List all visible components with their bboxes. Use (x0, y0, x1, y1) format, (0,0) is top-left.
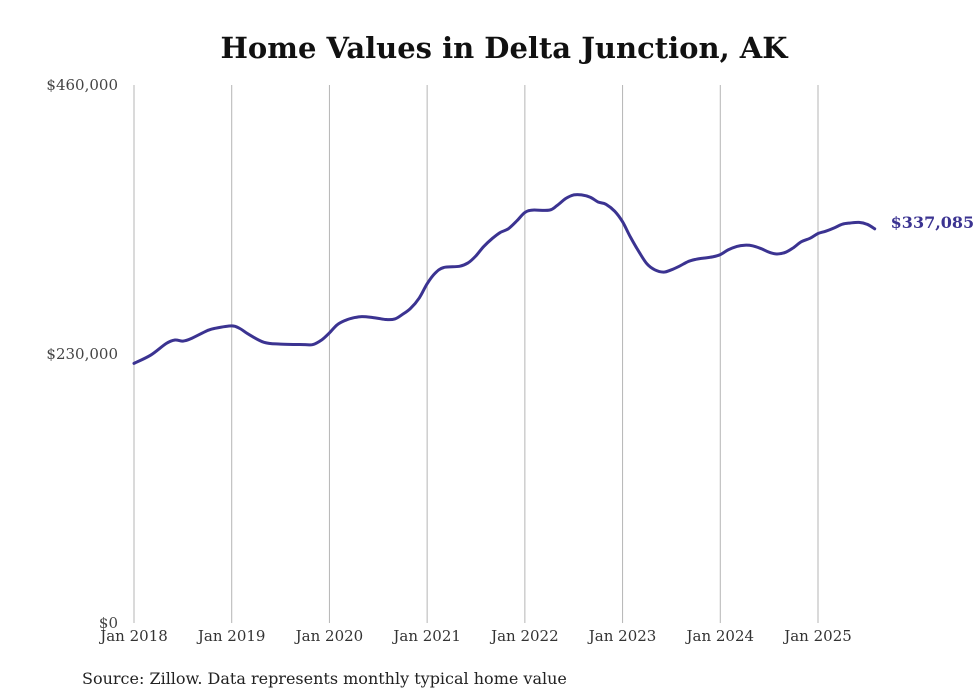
x-tick-label: Jan 2021 (391, 627, 461, 645)
x-axis-ticks: Jan 2018 Jan 2019 Jan 2020 Jan 2021 Jan 2022… (98, 627, 852, 645)
series-layer: $337,085 (132, 193, 975, 365)
y-tick-label: $460,000 (46, 76, 118, 94)
gridlines (133, 85, 819, 623)
x-tick-label: Jan 2019 (196, 627, 266, 645)
x-tick-label: Jan 2025 (782, 627, 852, 645)
x-tick-label: Jan 2024 (685, 627, 755, 645)
chart-title: Home Values in Delta Junction, AK (221, 31, 790, 65)
y-tick-label: $230,000 (46, 345, 118, 363)
x-tick-label: Jan 2018 (98, 627, 168, 645)
series-line-home-value (132, 193, 877, 365)
y-tick-label: $0 (99, 614, 118, 632)
x-tick-label: Jan 2022 (489, 627, 559, 645)
x-tick-label: Jan 2020 (294, 627, 364, 645)
end-value-label: $337,085 (891, 213, 975, 232)
y-axis-ticks: $0 $230,000 $460,000 (46, 76, 118, 632)
source-note: Source: Zillow. Data represents monthly … (82, 669, 567, 688)
x-tick-label: Jan 2023 (587, 627, 657, 645)
